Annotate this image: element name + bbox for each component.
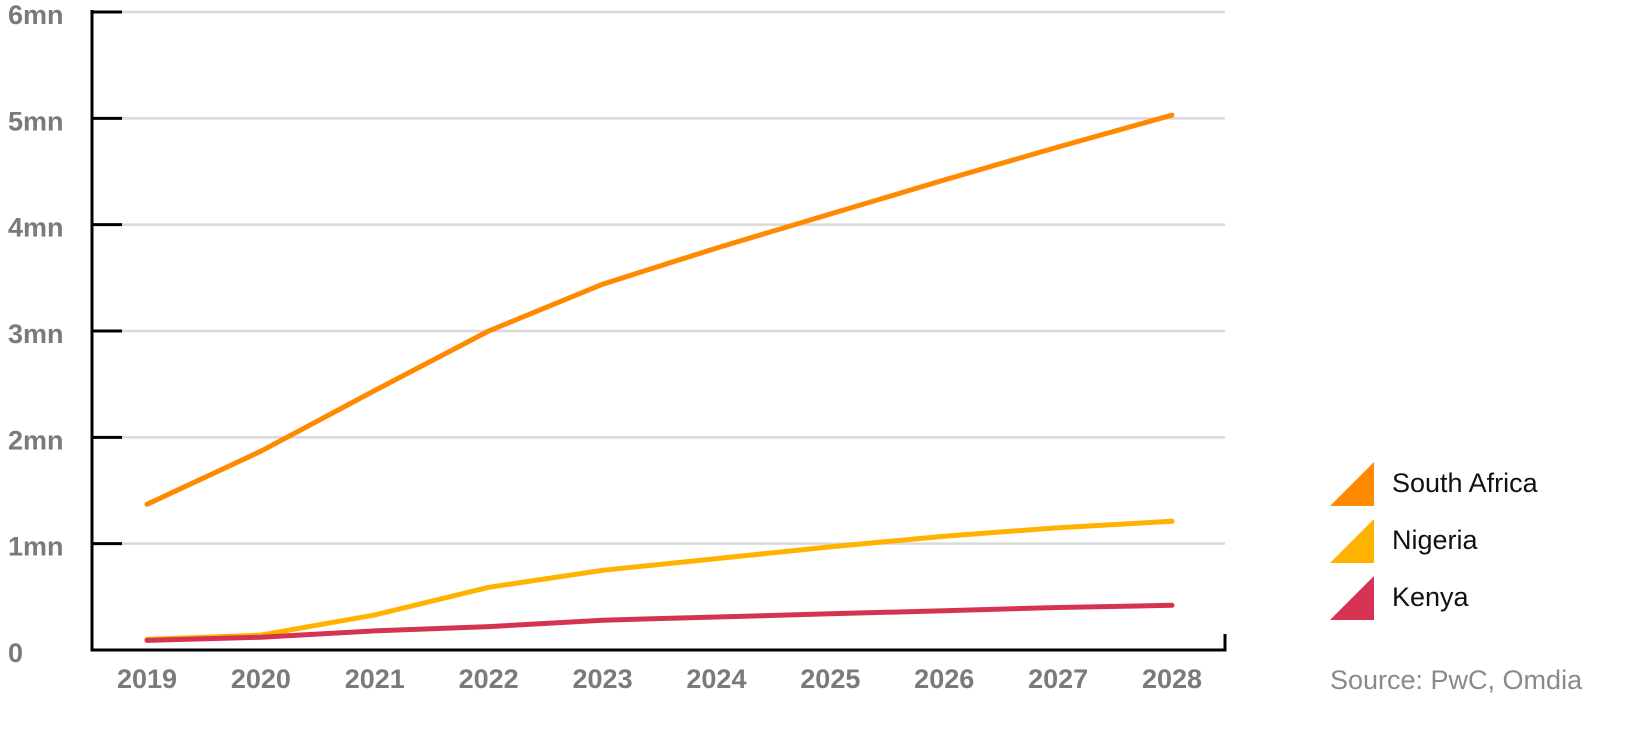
legend-item: South Africa <box>1330 455 1538 512</box>
legend-swatch-icon <box>1330 575 1374 620</box>
x-tick-label: 2028 <box>1142 664 1202 694</box>
series-line-nigeria <box>144 518 1175 642</box>
x-tick-label: 2019 <box>117 664 177 694</box>
legend-swatch-icon <box>1330 518 1374 563</box>
x-tick-label: 2021 <box>345 664 405 694</box>
x-tick-label: 2024 <box>686 664 746 694</box>
series-line-kenya <box>144 602 1175 643</box>
legend-swatch-shape <box>1330 575 1374 620</box>
legend-label: Nigeria <box>1392 525 1478 555</box>
legend-item: Kenya <box>1330 569 1538 626</box>
x-tick-label: 2020 <box>231 664 291 694</box>
series-line-south-africa <box>144 112 1175 507</box>
legend-label: South Africa <box>1392 468 1538 498</box>
y-tick-label: 3mn <box>8 319 64 349</box>
legend-swatch-shape <box>1330 518 1374 563</box>
y-tick-label: 2mn <box>8 425 64 455</box>
x-tick-label: 2026 <box>914 664 974 694</box>
y-tick-label: 0 <box>8 638 23 668</box>
legend-item: Nigeria <box>1330 512 1538 569</box>
x-tick-label: 2023 <box>573 664 633 694</box>
y-tick-label: 4mn <box>8 213 64 243</box>
legend: South Africa Nigeria Kenya <box>1330 455 1538 626</box>
y-tick-label: 1mn <box>8 532 64 562</box>
x-tick-label: 2027 <box>1028 664 1088 694</box>
legend-swatch-shape <box>1330 461 1374 506</box>
legend-label: Kenya <box>1392 582 1469 612</box>
y-tick-label: 6mn <box>8 0 64 30</box>
y-tick-label: 5mn <box>8 106 64 136</box>
x-tick-label: 2025 <box>800 664 860 694</box>
x-tick-label: 2022 <box>459 664 519 694</box>
legend-swatch-icon <box>1330 461 1374 506</box>
source-note: Source: PwC, Omdia <box>1330 665 1583 695</box>
